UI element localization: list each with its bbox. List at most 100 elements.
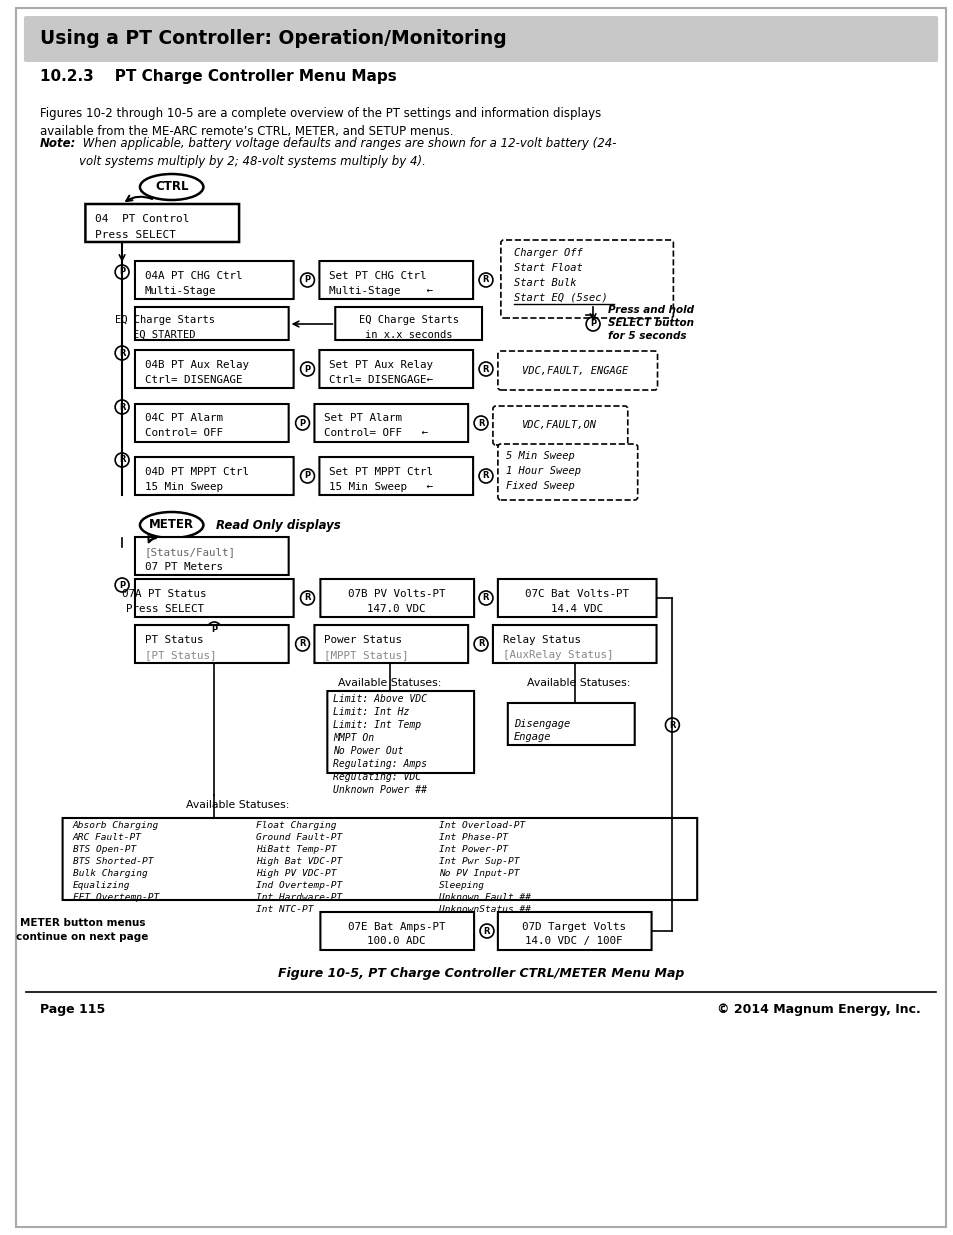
Text: Int Power-PT: Int Power-PT [439,845,508,853]
FancyBboxPatch shape [134,261,294,299]
Text: [MPPT Status]: [MPPT Status] [324,650,409,659]
Text: Multi-Stage: Multi-Stage [145,287,216,296]
Text: Ground Fault-PT: Ground Fault-PT [255,832,342,841]
Text: [PT Status]: [PT Status] [145,650,216,659]
Text: [AuxRelay Status]: [AuxRelay Status] [502,650,613,659]
Text: Available Statuses:: Available Statuses: [186,800,290,810]
FancyBboxPatch shape [497,351,657,390]
Text: R: R [482,472,489,480]
Text: P: P [304,275,311,284]
Text: R: R [119,348,125,357]
Text: for 5 seconds: for 5 seconds [607,331,686,341]
Text: Limit: Int Temp: Limit: Int Temp [333,720,421,730]
Text: 07E Bat Amps-PT: 07E Bat Amps-PT [348,923,445,932]
Text: Ctrl= DISENGAGE←: Ctrl= DISENGAGE← [329,375,433,385]
Text: 04C PT Alarm: 04C PT Alarm [145,412,223,424]
Text: P: P [211,625,217,634]
Ellipse shape [140,513,203,538]
Text: HiBatt Temp-PT: HiBatt Temp-PT [255,845,336,853]
Text: 04D PT MPPT Ctrl: 04D PT MPPT Ctrl [145,467,249,477]
Text: 100.0 ADC: 100.0 ADC [367,936,426,946]
Text: Page 115: Page 115 [40,1004,105,1016]
Text: Start Bulk: Start Bulk [514,278,576,288]
Text: Bulk Charging: Bulk Charging [72,868,147,878]
Text: High Bat VDC-PT: High Bat VDC-PT [255,857,342,866]
Text: EQ Charge Starts: EQ Charge Starts [114,315,214,325]
FancyBboxPatch shape [319,457,473,495]
Text: 14.4 VDC: 14.4 VDC [551,604,602,614]
FancyBboxPatch shape [134,579,294,618]
Text: 07B PV Volts-PT: 07B PV Volts-PT [348,589,445,599]
Text: Sleeping: Sleeping [439,881,485,889]
FancyBboxPatch shape [507,703,634,745]
Text: EQ Charge Starts: EQ Charge Starts [358,315,458,325]
Text: Equalizing: Equalizing [72,881,130,889]
Text: Available Statuses:: Available Statuses: [526,678,629,688]
Text: [Status/Fault]: [Status/Fault] [145,547,235,557]
Text: Float Charging: Float Charging [255,820,336,830]
Text: 5 Min Sweep: 5 Min Sweep [505,451,574,461]
Text: P: P [119,268,125,277]
FancyBboxPatch shape [335,308,481,340]
Text: Set PT Alarm: Set PT Alarm [324,412,402,424]
Text: Int Phase-PT: Int Phase-PT [439,832,508,841]
Text: Disengage: Disengage [514,719,569,729]
Text: BTS Shorted-PT: BTS Shorted-PT [72,857,152,866]
Text: Fixed Sweep: Fixed Sweep [505,480,574,492]
Text: Control= OFF: Control= OFF [145,429,223,438]
Text: Using a PT Controller: Operation/Monitoring: Using a PT Controller: Operation/Monitor… [40,30,506,48]
FancyBboxPatch shape [497,579,656,618]
FancyBboxPatch shape [86,204,239,242]
Text: Figures 10-2 through 10-5 are a complete overview of the PT settings and informa: Figures 10-2 through 10-5 are a complete… [40,107,600,138]
FancyBboxPatch shape [24,16,937,62]
Text: 04B PT Aux Relay: 04B PT Aux Relay [145,359,249,370]
Text: in x.x seconds: in x.x seconds [364,330,452,340]
Text: METER button menus
continue on next page: METER button menus continue on next page [16,918,149,942]
FancyBboxPatch shape [134,350,294,388]
Text: 04  PT Control: 04 PT Control [95,214,190,224]
Text: Absorb Charging: Absorb Charging [72,820,158,830]
Text: 10.2.3    PT Charge Controller Menu Maps: 10.2.3 PT Charge Controller Menu Maps [40,69,396,84]
Text: EQ STARTED: EQ STARTED [133,330,195,340]
Text: Relay Status: Relay Status [502,635,580,645]
FancyBboxPatch shape [134,457,294,495]
Text: P: P [299,419,305,427]
Text: R: R [119,456,125,464]
Text: 15 Min Sweep   ←: 15 Min Sweep ← [329,482,433,492]
Text: © 2014 Magnum Energy, Inc.: © 2014 Magnum Energy, Inc. [716,1004,920,1016]
FancyBboxPatch shape [320,579,474,618]
Text: Note:: Note: [40,137,76,149]
Text: High PV VDC-PT: High PV VDC-PT [255,868,336,878]
Text: Set PT MPPT Ctrl: Set PT MPPT Ctrl [329,467,433,477]
FancyBboxPatch shape [493,406,627,445]
Text: Engage: Engage [514,732,551,742]
Text: FET Overtemp-PT: FET Overtemp-PT [72,893,158,902]
Text: R: R [483,926,490,935]
Text: Press SELECT: Press SELECT [95,230,176,240]
Text: 1 Hour Sweep: 1 Hour Sweep [505,466,580,475]
Text: VDC,FAULT,ON: VDC,FAULT,ON [521,420,597,430]
Text: P: P [119,580,125,589]
Text: Charger Off: Charger Off [514,248,582,258]
Text: Multi-Stage    ←: Multi-Stage ← [329,287,433,296]
FancyBboxPatch shape [134,404,289,442]
FancyBboxPatch shape [134,308,289,340]
Text: R: R [119,403,125,411]
FancyBboxPatch shape [134,537,289,576]
Text: Regulating: Amps: Regulating: Amps [333,760,427,769]
Text: VDC,FAULT, ENGAGE: VDC,FAULT, ENGAGE [521,366,628,375]
Text: Limit: Above VDC: Limit: Above VDC [333,694,427,704]
Text: Set PT Aux Relay: Set PT Aux Relay [329,359,433,370]
Text: BTS Open-PT: BTS Open-PT [72,845,135,853]
Text: Figure 10-5, PT Charge Controller CTRL/METER Menu Map: Figure 10-5, PT Charge Controller CTRL/M… [277,967,683,979]
Text: METER: METER [149,519,194,531]
Text: Start EQ (5sec): Start EQ (5sec) [514,293,607,303]
Text: 147.0 VDC: 147.0 VDC [367,604,426,614]
Text: Int NTC-PT: Int NTC-PT [255,904,314,914]
Text: CTRL: CTRL [154,180,189,194]
FancyBboxPatch shape [314,625,468,663]
Ellipse shape [140,174,203,200]
Text: 14.0 VDC / 100F: 14.0 VDC / 100F [525,936,622,946]
Text: Available Statuses:: Available Statuses: [337,678,441,688]
Text: Int Overload-PT: Int Overload-PT [439,820,525,830]
